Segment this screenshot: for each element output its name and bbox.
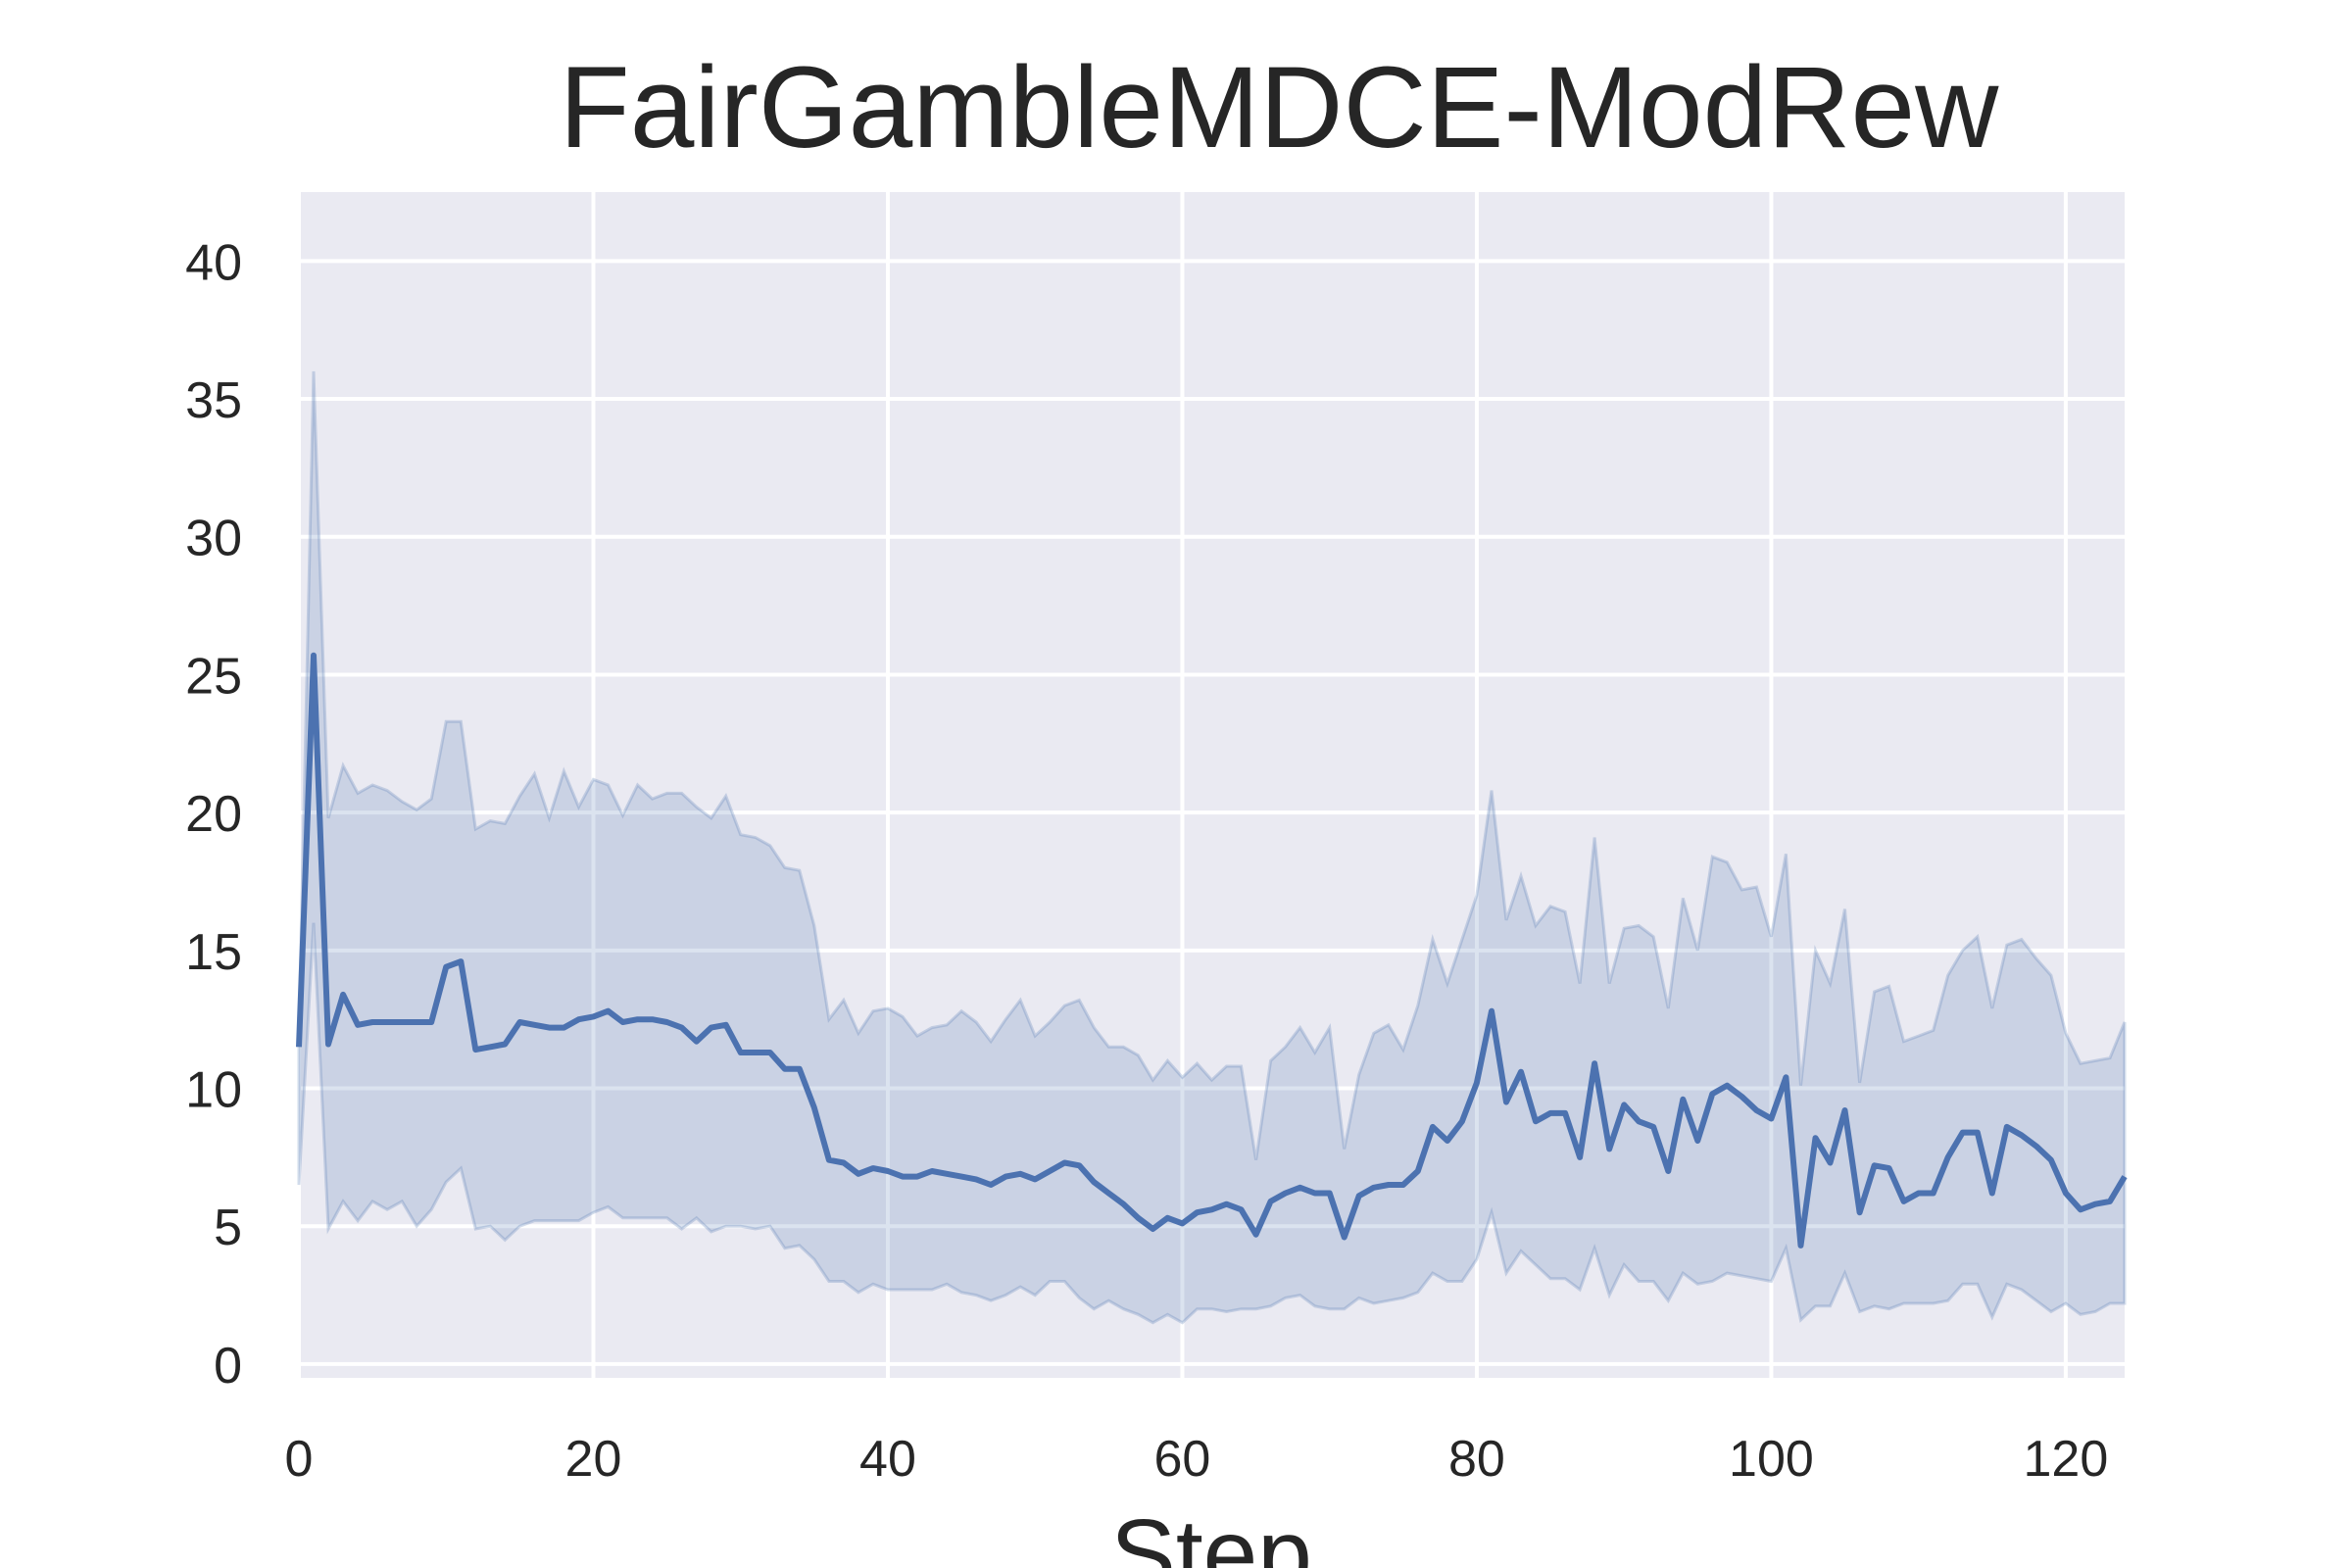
tick-labels: 0 20 40 60 80 100 120 0 5 10 15 20 25 30 35 40 — [185, 234, 2108, 1488]
x-tick-label: 60 — [1154, 1431, 1211, 1488]
y-tick-label: 5 — [214, 1200, 242, 1256]
chart-title: FairGambleMDCE-ModRew — [560, 43, 2000, 172]
x-tick-label: 40 — [859, 1431, 916, 1488]
y-tick-label: 25 — [185, 648, 242, 705]
x-axis-label: Step — [1110, 1499, 1312, 1568]
x-tick-label: 0 — [285, 1431, 314, 1488]
mean-line — [296, 652, 2128, 1249]
y-tick-label: 40 — [185, 234, 242, 291]
y-tick-label: 30 — [185, 511, 242, 567]
grid-lines — [297, 192, 2125, 1378]
series-layer — [296, 370, 2128, 1325]
confidence-band — [297, 370, 2127, 1325]
y-tick-label: 35 — [185, 372, 242, 429]
x-tick-label: 120 — [2024, 1431, 2109, 1488]
x-tick-label: 100 — [1729, 1431, 1814, 1488]
y-tick-label: 0 — [214, 1338, 242, 1395]
x-tick-label: 80 — [1448, 1431, 1505, 1488]
y-tick-label: 20 — [185, 786, 242, 843]
x-tick-label: 20 — [565, 1431, 622, 1488]
plot-area — [299, 192, 2125, 1378]
y-tick-label: 15 — [185, 924, 242, 981]
y-tick-label: 10 — [185, 1062, 242, 1119]
